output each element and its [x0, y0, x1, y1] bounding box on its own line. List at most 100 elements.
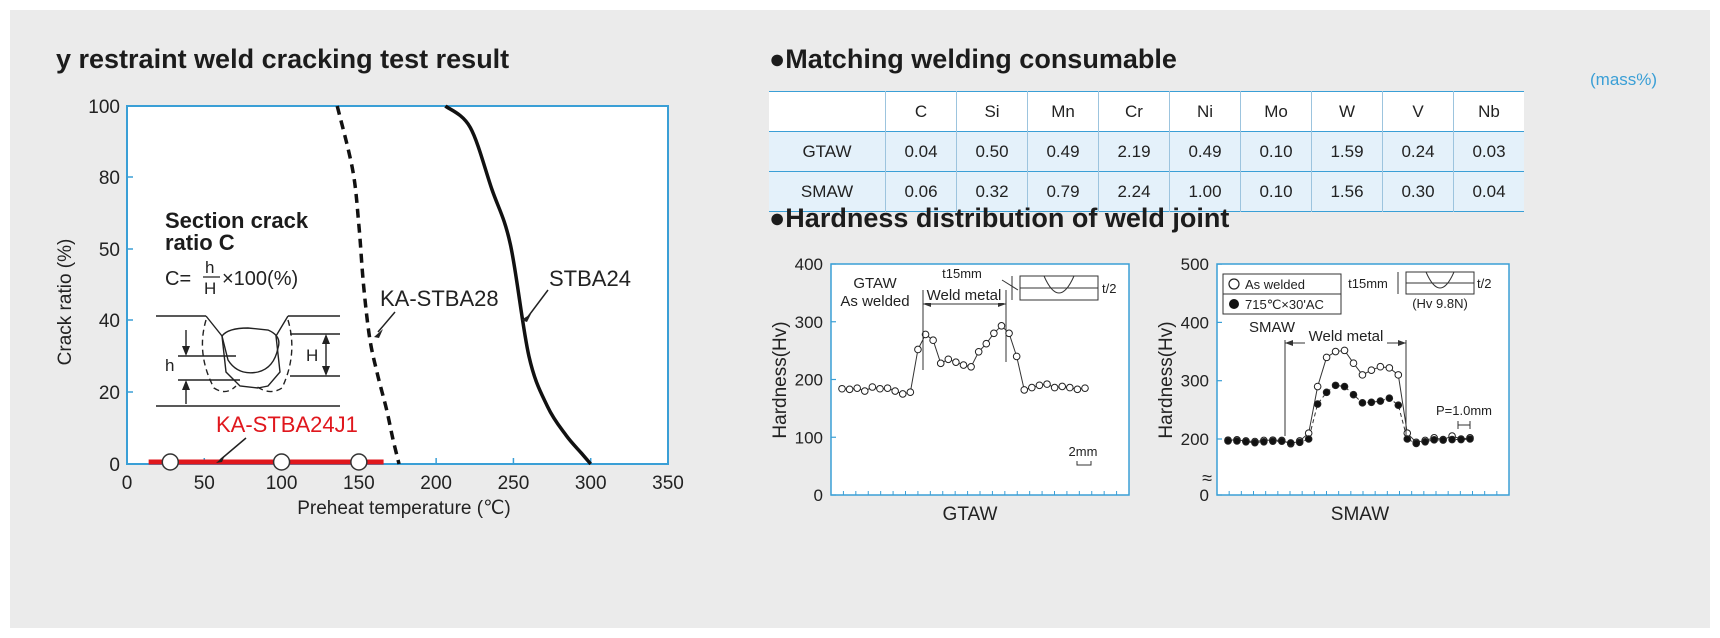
smaw-axes: 0 200 300 400 500 [1181, 255, 1510, 505]
crack-test-title: y restraint weld cracking test result [56, 44, 510, 74]
table-header-cell: Cr [1098, 91, 1170, 132]
gtaw-t2-label: t/2 [1102, 281, 1116, 296]
data-point [1073, 385, 1082, 394]
y-tick-label: 300 [1181, 372, 1209, 391]
gtaw-t15-label: t15mm [942, 266, 982, 281]
table-header-cell: V [1382, 91, 1454, 132]
data-point [982, 339, 991, 348]
j1-test-point [272, 453, 291, 471]
table-cell: 1.59 [1311, 131, 1383, 172]
data-point [974, 347, 983, 356]
gtaw-joint-sketch [1011, 275, 1099, 301]
inset-formula-prefix: C= [165, 268, 191, 290]
table-cell: 0.49 [1027, 131, 1099, 172]
table-header-row: C Si Mn Cr Ni Mo W V Nb [769, 91, 1524, 132]
data-point [868, 383, 877, 391]
data-point [1286, 439, 1295, 447]
smaw-t15-label: t15mm [1348, 276, 1388, 291]
data-point [1331, 381, 1340, 390]
data-point [1233, 437, 1241, 445]
inset-title-line1: Section crack [165, 208, 309, 233]
x-tick-label: 300 [575, 473, 607, 494]
data-point [1313, 382, 1322, 391]
table-cell: GTAW [802, 141, 852, 161]
label-kastba28: KA-STBA28 [380, 286, 499, 311]
table-cell: 2.19 [1098, 131, 1170, 172]
smaw-process-label: SMAW [1249, 319, 1296, 336]
data-point [1260, 438, 1268, 446]
data-point [967, 362, 975, 371]
x-tick-label: 200 [420, 473, 452, 494]
smaw-points [1224, 346, 1474, 448]
data-point [1340, 382, 1349, 391]
smaw-pitch-bar [1457, 421, 1471, 429]
y-tick-label: 400 [1181, 313, 1209, 332]
label-kastba24j1: KA-STBA24J1 [216, 412, 358, 437]
data-point [1277, 437, 1286, 446]
pointer-kastba28-head [374, 329, 383, 338]
pointer-kastba24j1-head [216, 455, 225, 463]
data-point [1403, 435, 1412, 443]
data-point [1412, 439, 1421, 448]
smaw-series-pwht-line [1228, 384, 1471, 445]
data-point [929, 336, 937, 345]
data-point [1358, 399, 1367, 407]
data-point [1251, 438, 1259, 447]
pointer-stba24-head [521, 314, 531, 322]
section-crack-inset: Section crack ratio C C= h H ×100(%) [156, 208, 340, 407]
y-tick-label: 0 [1200, 486, 1209, 505]
data-point [1012, 352, 1021, 361]
table-cell: 0.32 [956, 171, 1028, 212]
data-point [876, 384, 884, 393]
smaw-pitch-label: P=1.0mm [1436, 403, 1492, 418]
inset-formula-num: h [205, 258, 214, 277]
data-point [1322, 353, 1331, 362]
data-point [997, 321, 1006, 330]
data-point [944, 355, 953, 364]
y-tick-label: 80 [99, 168, 120, 189]
series-kastba28 [335, 105, 401, 465]
gtaw-xlabel: GTAW [943, 504, 998, 525]
table-header-cell: Nb [1453, 91, 1524, 132]
table-cell: 0.30 [1382, 171, 1454, 212]
data-point [883, 384, 892, 392]
data-point [959, 361, 968, 369]
smaw-plot-area [1216, 263, 1510, 496]
smaw-ylabel: Hardness(Hv) [1156, 321, 1177, 438]
table-header-cell: Mn [1027, 91, 1099, 132]
table-row: SMAW 0.06 0.32 0.79 2.24 1.00 0.10 1.56 0.30 0.04 [769, 171, 1524, 212]
smaw-weld-label-bg [1305, 328, 1387, 344]
left-ylabel: Crack ratio (%) [55, 239, 76, 366]
data-point [1367, 366, 1376, 375]
crack-ratio-chart: 0 50 100 150 200 250 300 350 0 20 40 50 80 100 STBA24… [55, 97, 684, 519]
data-point [1457, 435, 1465, 444]
gtaw-axes: 0 100 200 300 400 [795, 255, 1130, 505]
data-point [853, 384, 861, 392]
data-point [1313, 400, 1322, 408]
gtaw-process-label: GTAW [853, 275, 897, 292]
label-stba24: STBA24 [549, 266, 631, 291]
inset-label-h: h [165, 356, 174, 375]
x-tick-label: 250 [498, 473, 530, 494]
data-point [898, 390, 907, 398]
inset-formula-suffix: ×100(%) [222, 268, 298, 290]
gtaw-scale-label: 2mm [1069, 444, 1098, 459]
table-cell: 0.10 [1240, 171, 1312, 212]
inset-label-H: H [306, 346, 318, 365]
data-point [1028, 383, 1036, 392]
data-point [1376, 362, 1385, 371]
left-xlabel: Preheat temperature (℃) [297, 498, 511, 519]
gtaw-scale-bar [1076, 461, 1092, 466]
pointer-stba24 [526, 289, 549, 319]
data-point [1385, 364, 1394, 372]
pointer-kastba28 [377, 311, 396, 333]
j1-markers [161, 453, 368, 471]
y-tick-label: 50 [99, 240, 120, 261]
gtaw-condition-label: As welded [840, 293, 909, 310]
data-point [891, 387, 899, 395]
smaw-series-as-welded-line [1227, 349, 1471, 445]
plot-area [126, 105, 669, 465]
x-tick-label: 350 [652, 473, 684, 494]
data-point [1081, 384, 1089, 392]
